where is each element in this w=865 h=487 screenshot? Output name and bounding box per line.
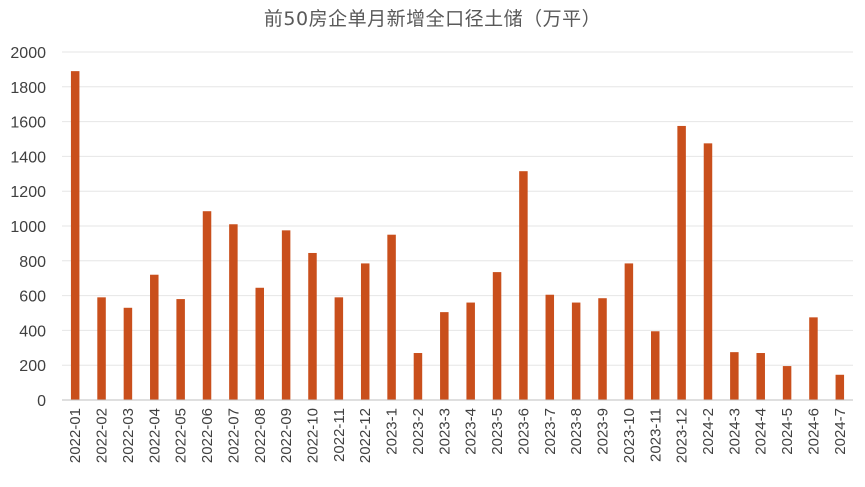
bar <box>97 297 106 400</box>
x-tick-label: 2024-7 <box>832 408 849 455</box>
x-tick-label: 2022-03 <box>120 408 137 463</box>
bar <box>703 143 713 400</box>
bar <box>440 312 449 400</box>
x-tick-label: 2023-5 <box>489 408 506 455</box>
x-tick-label: 2023-3 <box>436 408 453 455</box>
x-tick-label: 2022-06 <box>199 408 216 463</box>
bar <box>519 171 528 400</box>
x-tick-label: 2022-12 <box>357 408 374 463</box>
bar <box>150 274 159 400</box>
bars <box>70 71 845 400</box>
x-tick-label: 2023-6 <box>515 408 532 455</box>
x-tick-label: 2023-2 <box>410 408 427 455</box>
bar <box>176 299 185 400</box>
bar <box>571 302 581 400</box>
x-tick-label: 2022-11 <box>331 408 348 462</box>
bar <box>598 298 607 400</box>
bar <box>730 352 739 400</box>
bar <box>756 353 765 400</box>
bar <box>677 125 686 400</box>
x-tick-label: 2023-12 <box>674 408 691 463</box>
y-tick-label: 1800 <box>10 80 46 97</box>
x-tick-label: 2024-3 <box>726 408 743 455</box>
x-tick-label: 2023-7 <box>542 408 559 455</box>
gridlines <box>62 51 853 366</box>
chart-title: 前50房企单月新增全口径土储（万平） <box>263 8 602 30</box>
x-tick-label: 2022-08 <box>252 408 269 463</box>
x-tick-label: 2023-11 <box>647 408 664 462</box>
y-tick-label: 200 <box>19 358 46 375</box>
x-tick-label: 2023-9 <box>595 408 612 455</box>
x-tick-label: 2024-2 <box>700 408 717 455</box>
x-tick-label: 2022-09 <box>278 408 295 463</box>
y-tick-label: 600 <box>19 289 46 306</box>
x-tick-label: 2022-01 <box>67 408 84 463</box>
x-tick-label: 2023-10 <box>621 408 638 463</box>
x-axis-ticks: 2022-01 2022-02 2022-03 2022-04 2022-05 2022-… <box>67 408 849 463</box>
bar <box>492 272 502 400</box>
x-tick-label: 2023-8 <box>568 408 585 455</box>
bar <box>281 230 291 400</box>
y-tick-label: 1000 <box>10 219 46 236</box>
bar <box>782 366 792 400</box>
bar <box>413 353 423 400</box>
bar <box>835 374 845 400</box>
x-tick-label: 2023-4 <box>463 408 480 455</box>
y-axis-ticks: 0 200 400 600 800 1000 1200 1400 1600 1800 2000 <box>10 45 46 410</box>
x-tick-label: 2022-04 <box>146 408 163 463</box>
x-tick-label: 2022-02 <box>94 408 111 463</box>
bar <box>229 224 238 400</box>
x-tick-label: 2022-10 <box>304 408 321 463</box>
y-tick-label: 1400 <box>10 149 46 166</box>
bar <box>624 263 634 400</box>
bar <box>255 287 264 400</box>
x-tick-label: 2024-4 <box>753 408 770 455</box>
x-tick-label: 2024-6 <box>805 408 822 455</box>
bar <box>387 234 396 400</box>
bar <box>334 297 344 400</box>
bar <box>545 294 555 400</box>
bar <box>70 71 80 400</box>
y-tick-label: 1600 <box>10 115 46 132</box>
x-tick-label: 2022-07 <box>225 408 242 463</box>
x-tick-label: 2024-5 <box>779 408 796 455</box>
bar <box>809 317 818 400</box>
y-tick-label: 400 <box>19 323 46 340</box>
bar <box>202 211 212 400</box>
bar <box>466 302 475 400</box>
bar <box>308 252 317 400</box>
x-tick-label: 2022-05 <box>173 408 190 463</box>
x-tick-label: 2023-1 <box>384 408 401 455</box>
y-tick-label: 800 <box>19 254 46 271</box>
bar <box>360 263 370 400</box>
y-tick-label: 0 <box>37 393 46 410</box>
bar <box>123 307 133 400</box>
bar <box>651 331 660 400</box>
y-tick-label: 2000 <box>10 45 46 62</box>
y-tick-label: 1200 <box>10 184 46 201</box>
